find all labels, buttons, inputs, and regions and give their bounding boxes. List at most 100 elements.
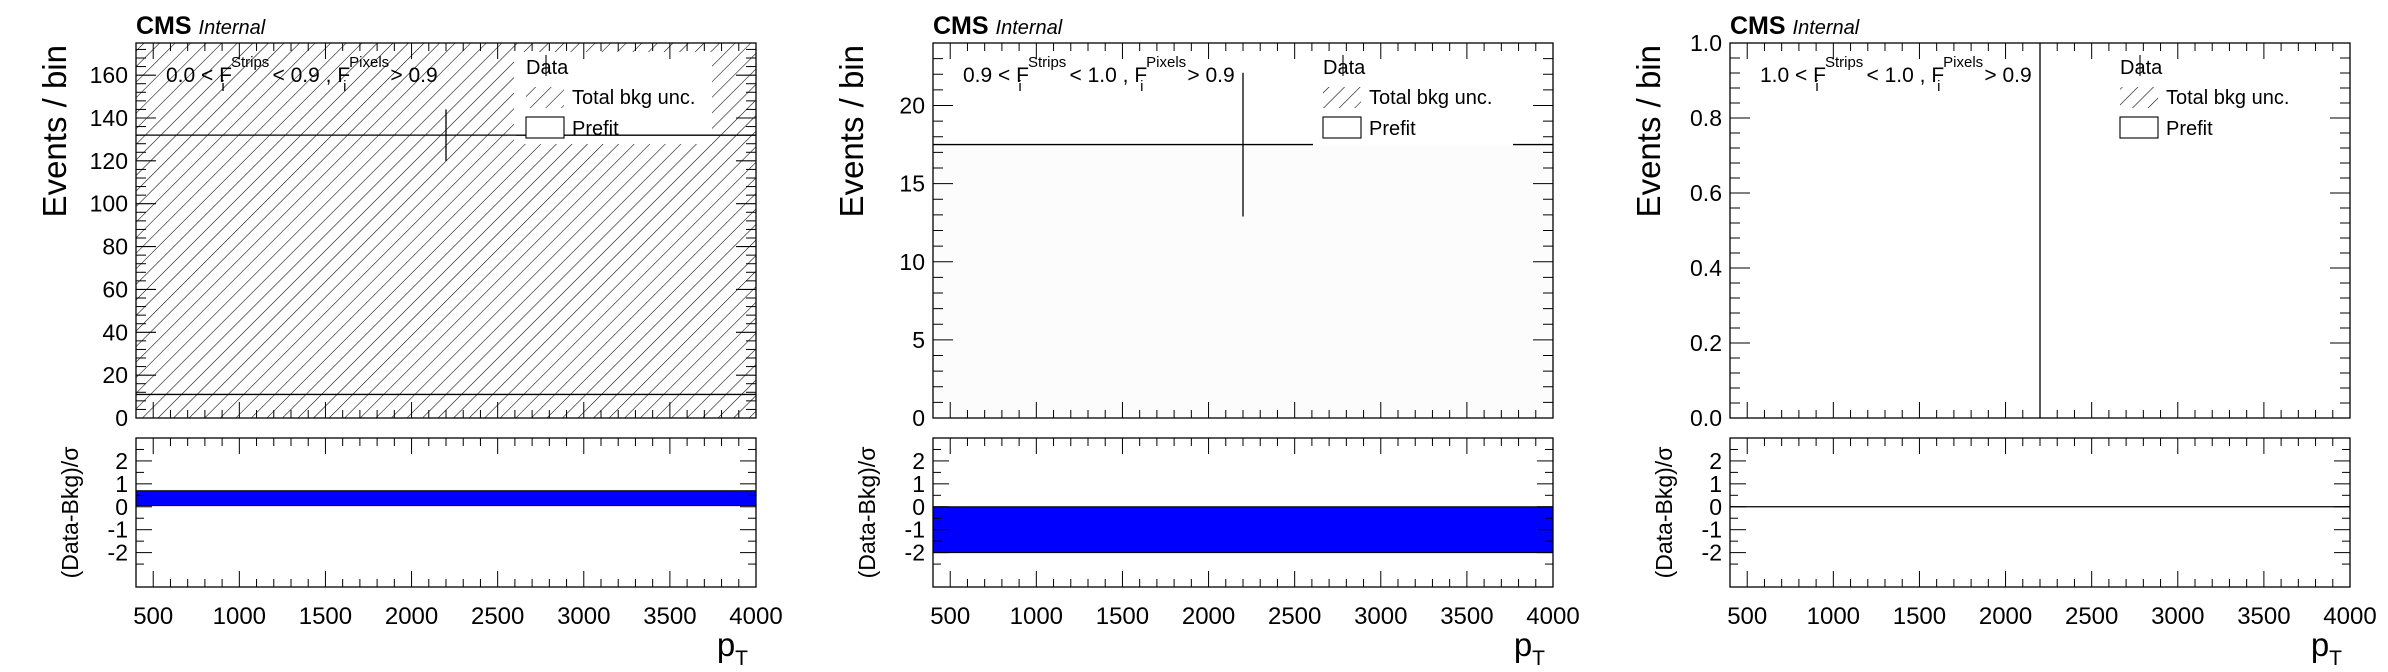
y-tick-label: 60 bbox=[102, 276, 128, 302]
y-tick-label: 10 bbox=[899, 249, 925, 275]
legend-entry-data: Data bbox=[1323, 57, 1366, 79]
ratio-y-tick-label: 1 bbox=[1709, 471, 1722, 497]
x-tick-label: 1500 bbox=[1096, 603, 1149, 630]
ratio-y-tick-label: -2 bbox=[108, 540, 128, 566]
y-tick-label: 20 bbox=[102, 362, 128, 388]
x-tick-label: 3500 bbox=[2237, 603, 2290, 630]
ratio-y-tick-label: -1 bbox=[108, 517, 128, 543]
legend-entry-bkg: Total bkg unc. bbox=[2166, 87, 2289, 109]
chart-panel-3: 0.0 0.2 0.4 0.6 0.8 1.0 -2-101 2500 1000 1500 2000… bbox=[1630, 12, 2377, 670]
legend-prefit-swatch bbox=[525, 116, 565, 139]
ratio-y-tick-label: 1 bbox=[912, 471, 925, 497]
ratio-y-tick-label: 0 bbox=[115, 494, 128, 520]
ratio-y-tick-label: -2 bbox=[905, 540, 925, 566]
ratio-y-tick-label: 2 bbox=[115, 448, 128, 474]
ratio-y-axis-title: (Data-Bkg)/σ bbox=[854, 447, 880, 579]
x-tick-label: 500 bbox=[133, 603, 173, 630]
x-tick-label: 1500 bbox=[1893, 603, 1946, 630]
ratio-band bbox=[932, 506, 1554, 554]
ratio-y-tick-label: -1 bbox=[1702, 517, 1722, 543]
x-tick-label: 4000 bbox=[1526, 603, 1579, 630]
x-tick-label: 1500 bbox=[299, 603, 352, 630]
ratio-plot-frame bbox=[135, 437, 757, 588]
x-tick-label: 1000 bbox=[1807, 603, 1860, 630]
ratio-band bbox=[135, 490, 757, 507]
x-tick-label: 3000 bbox=[1354, 603, 1407, 630]
x-tick-label: 2500 bbox=[471, 603, 524, 630]
x-tick-label: 500 bbox=[1727, 603, 1767, 630]
y-axis-title: Events / bin bbox=[1630, 45, 1667, 217]
legend-bkg-swatch bbox=[526, 87, 564, 108]
legend-entry-prefit: Prefit bbox=[1369, 118, 1416, 140]
cms-label: CMS Internal bbox=[933, 12, 1063, 40]
x-tick-label: 1000 bbox=[1010, 603, 1063, 630]
ratio-y-tick-label: 0 bbox=[1709, 494, 1722, 520]
y-tick-label: 0 bbox=[115, 405, 128, 431]
legend-entry-prefit: Prefit bbox=[572, 118, 619, 140]
legend-entry-data: Data bbox=[526, 57, 569, 79]
y-axis-title: Events / bin bbox=[36, 45, 73, 217]
ratio-y-tick-label: 0 bbox=[912, 494, 925, 520]
ratio-y-tick-label: 2 bbox=[912, 448, 925, 474]
y-tick-label: 0.6 bbox=[1690, 180, 1722, 206]
cms-label: CMS Internal bbox=[1730, 12, 1860, 40]
x-tick-label: 2000 bbox=[385, 603, 438, 630]
legend-entry-prefit: Prefit bbox=[2166, 118, 2213, 140]
x-axis-title: pT bbox=[2311, 626, 2342, 670]
ratio-y-tick-label: -2 bbox=[1702, 540, 1722, 566]
legend-entry-bkg: Total bkg unc. bbox=[1369, 87, 1492, 109]
x-tick-label: 3000 bbox=[557, 603, 610, 630]
x-tick-label: 4000 bbox=[2323, 603, 2376, 630]
y-tick-label: 120 bbox=[90, 148, 128, 174]
y-tick-label: 100 bbox=[90, 191, 128, 217]
cms-label: CMS Internal bbox=[136, 12, 266, 40]
legend-bkg-swatch bbox=[1323, 87, 1361, 108]
x-tick-label: 4000 bbox=[729, 603, 782, 630]
y-tick-label: 0 bbox=[912, 405, 925, 431]
legend-prefit-swatch bbox=[1322, 116, 1362, 139]
x-tick-label: 1000 bbox=[213, 603, 266, 630]
region-label: 1.0 < FStrips i < 1.0 , FPixels i > 0.9 bbox=[1760, 54, 2032, 95]
y-tick-label: 0.4 bbox=[1690, 255, 1722, 281]
x-tick-label: 2000 bbox=[1979, 603, 2032, 630]
y-tick-label: 0.2 bbox=[1690, 330, 1722, 356]
ratio-y-tick-label: -1 bbox=[905, 517, 925, 543]
x-tick-label: 2500 bbox=[1268, 603, 1321, 630]
y-tick-label: 5 bbox=[912, 327, 925, 353]
x-tick-label: 3500 bbox=[643, 603, 696, 630]
y-tick-label: 40 bbox=[102, 319, 128, 345]
x-axis-title: pT bbox=[1514, 626, 1545, 670]
x-tick-label: 3000 bbox=[2151, 603, 2204, 630]
legend-entry-bkg: Total bkg unc. bbox=[572, 87, 695, 109]
region-label: 0.9 < FStrips i < 1.0 , FPixels i > 0.9 bbox=[963, 54, 1235, 95]
ratio-y-tick-label: 1 bbox=[115, 471, 128, 497]
x-tick-label: 2000 bbox=[1182, 603, 1235, 630]
y-tick-label: 20 bbox=[899, 93, 925, 119]
x-tick-label: 3500 bbox=[1440, 603, 1493, 630]
legend-bkg-swatch bbox=[2120, 87, 2158, 108]
x-tick-label: 2500 bbox=[2065, 603, 2118, 630]
legend-entry-data: Data bbox=[2120, 57, 2163, 79]
ratio-y-axis-title: (Data-Bkg)/σ bbox=[57, 447, 83, 579]
ratio-y-axis-title: (Data-Bkg)/σ bbox=[1651, 447, 1677, 579]
y-tick-label: 1.0 bbox=[1690, 30, 1722, 56]
ratio-plot-frame bbox=[1729, 437, 2351, 588]
y-tick-label: 15 bbox=[899, 171, 925, 197]
x-axis-title: pT bbox=[717, 626, 748, 670]
y-tick-label: 140 bbox=[90, 105, 128, 131]
y-tick-label: 0.0 bbox=[1690, 405, 1722, 431]
legend-prefit-swatch bbox=[2119, 116, 2159, 139]
x-tick-label: 500 bbox=[930, 603, 970, 630]
ratio-plot-frame bbox=[932, 437, 1554, 588]
region-label: 0.0 < FStrips i < 0.9 , FPixels i > 0.9 bbox=[166, 54, 438, 95]
y-tick-label: 80 bbox=[102, 234, 128, 260]
y-tick-label: 160 bbox=[90, 62, 128, 88]
y-tick-label: 0.8 bbox=[1690, 105, 1722, 131]
y-axis-title: Events / bin bbox=[833, 45, 870, 217]
